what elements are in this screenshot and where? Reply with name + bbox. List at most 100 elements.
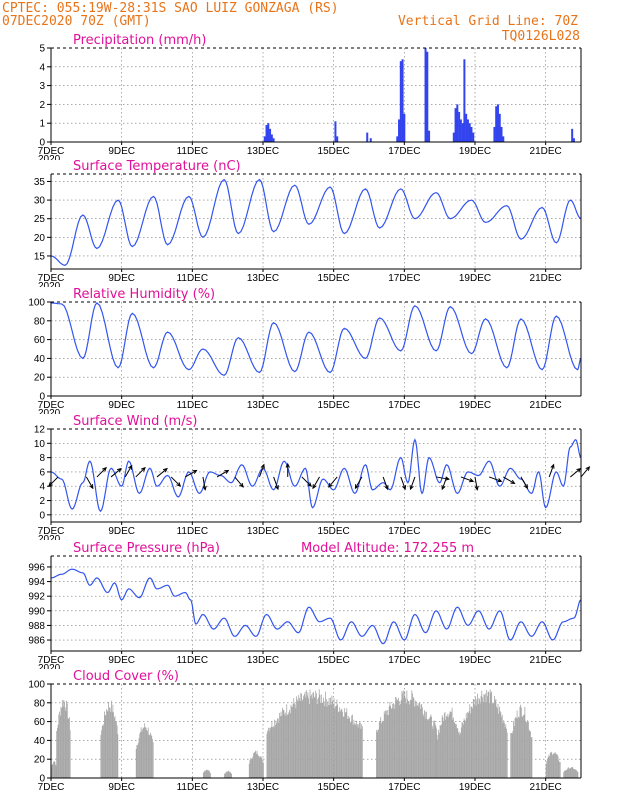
y-tick-label: 1: [39, 119, 45, 130]
cloud-bar: [280, 711, 282, 778]
cloud-bar: [515, 717, 517, 778]
cloud-bar: [446, 716, 448, 778]
cloud-bar: [136, 744, 138, 778]
cloud-bar: [385, 710, 387, 778]
cloud-bar: [549, 756, 550, 778]
cloud-bar: [476, 699, 478, 778]
cloud-bar: [111, 700, 112, 778]
cloud-bar: [502, 722, 504, 778]
wind-arrow: [460, 476, 475, 483]
cloud-bar: [58, 714, 60, 778]
cloud-bar: [518, 716, 519, 778]
cloud-bar: [481, 690, 483, 778]
cloud-bar: [304, 691, 306, 778]
precip-bar: [458, 111, 461, 142]
cloud-bar: [510, 733, 512, 778]
cloud-bar: [448, 714, 450, 778]
cloud-bar: [549, 752, 551, 778]
cloud-bar: [516, 710, 518, 778]
cloud-bar: [498, 713, 500, 778]
cloud-bar: [293, 698, 295, 778]
cloud-bar: [308, 698, 310, 778]
cloud-bar: [556, 754, 558, 778]
wind-arrow: [85, 476, 94, 490]
x-tick-label: 17DEC: [388, 400, 420, 411]
series-line: [50, 568, 582, 645]
cloud-bar: [292, 704, 294, 778]
x-tick-label: 13DEC: [247, 782, 279, 793]
cloud-bar: [422, 707, 423, 778]
wind-arrow: [354, 476, 363, 490]
cloud-bar: [250, 758, 252, 778]
precip-bar: [270, 134, 273, 142]
cloud-bar: [270, 726, 272, 778]
cloud-bar: [291, 706, 293, 778]
x-tick-label: 13DEC: [247, 655, 279, 666]
cloud-bar: [330, 704, 332, 778]
cloud-bar: [449, 711, 451, 778]
cloud-bar: [521, 716, 523, 778]
cloud-bar: [357, 727, 359, 778]
cloud-bar: [455, 724, 457, 778]
cloud-bar: [53, 761, 55, 778]
cloud-bar: [411, 690, 413, 778]
cloud-bar: [226, 771, 228, 778]
cloud-bar: [299, 701, 301, 778]
cloud-bar: [499, 706, 500, 778]
cloud-bar: [204, 770, 206, 778]
cloud-bar: [107, 711, 109, 778]
y-tick-label: 20: [34, 233, 46, 244]
cloud-bar: [335, 706, 336, 778]
cloud-bar: [418, 702, 420, 778]
y-tick-label: 30: [34, 196, 46, 207]
precip-bar: [459, 119, 462, 142]
cloud-bar: [450, 711, 452, 778]
cloud-bar: [275, 725, 276, 778]
cloud-bar: [551, 751, 553, 778]
precip-bar: [336, 136, 339, 142]
x-tick-label: 15DEC: [318, 655, 350, 666]
cloud-bar: [361, 726, 363, 778]
cloud-bar: [478, 698, 480, 778]
cloud-bar: [57, 727, 58, 778]
cloud-bar: [430, 714, 432, 778]
cloud-bar: [231, 773, 232, 778]
cloud-bar: [147, 727, 149, 778]
x-tick-label: 11DEC: [177, 400, 209, 411]
cloud-bar: [480, 695, 482, 778]
cloud-bar: [266, 733, 268, 778]
cloud-bar: [356, 724, 358, 778]
cloud-bar: [258, 755, 259, 778]
cloud-bar: [360, 728, 362, 778]
cloud-bar: [451, 707, 453, 778]
cloud-bar: [457, 728, 459, 778]
panel-1: 0 1 2 3 4 5 Precipitation (mm/h) 7DEC 9DEC 11DEC 1…: [38, 33, 582, 160]
cloud-bar: [409, 699, 411, 778]
cloud-bar: [262, 762, 264, 778]
cloud-bar: [208, 770, 210, 778]
cloud-bar: [494, 695, 495, 778]
cloud-bar: [64, 701, 65, 778]
cloud-bar: [380, 716, 382, 778]
cloud-bar: [341, 708, 343, 778]
precip-bar: [263, 136, 266, 142]
cloud-bar: [470, 713, 471, 778]
x-tick-label: 7DEC: [38, 782, 65, 793]
cloud-bar: [206, 769, 208, 778]
year-label: 2020: [38, 534, 61, 545]
y-tick-label: 990: [28, 606, 45, 617]
cloud-bar: [445, 719, 447, 778]
wind-arrow: [400, 476, 407, 491]
x-tick-label: 17DEC: [388, 146, 420, 157]
cloud-bar: [511, 733, 513, 778]
cloud-bar: [152, 739, 153, 778]
cloud-bar: [402, 693, 404, 778]
y-tick-label: 4: [39, 482, 45, 493]
cloud-bar: [141, 731, 143, 778]
y-tick-label: 5: [39, 44, 45, 55]
cloud-bar: [342, 716, 344, 778]
cloud-bar: [568, 767, 570, 778]
cloud-bar: [403, 697, 405, 778]
panel-title: Precipitation (mm/h): [73, 33, 206, 48]
cloud-bar: [565, 770, 567, 778]
